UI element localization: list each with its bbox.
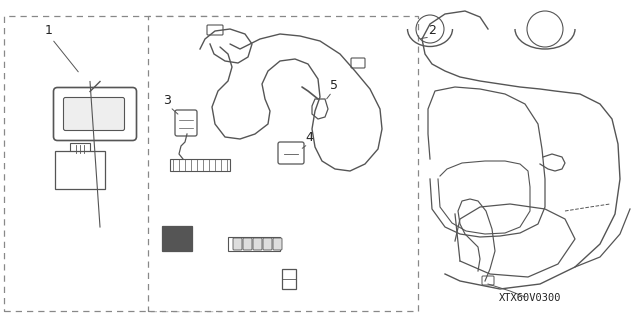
Polygon shape [312,99,328,119]
FancyBboxPatch shape [233,238,242,250]
Text: 1: 1 [45,24,53,37]
Bar [170,159,230,171]
Bar [70,143,90,152]
Text: 2: 2 [428,24,436,37]
Text: 3: 3 [163,94,171,107]
Text: XTX60V0300: XTX60V0300 [499,293,561,303]
FancyBboxPatch shape [148,16,418,311]
FancyBboxPatch shape [54,87,136,140]
FancyBboxPatch shape [207,25,223,35]
FancyBboxPatch shape [482,276,494,285]
FancyBboxPatch shape [263,238,272,250]
Bar [282,269,296,289]
FancyBboxPatch shape [253,238,262,250]
Bar [162,226,192,251]
Text: 4: 4 [305,131,313,144]
Bar [55,151,105,189]
Bar [228,237,280,251]
FancyBboxPatch shape [243,238,252,250]
FancyBboxPatch shape [175,110,197,136]
FancyBboxPatch shape [351,58,365,68]
FancyBboxPatch shape [4,16,222,311]
FancyBboxPatch shape [63,98,125,130]
FancyBboxPatch shape [273,238,282,250]
Text: 5: 5 [330,79,338,92]
FancyBboxPatch shape [278,142,304,164]
